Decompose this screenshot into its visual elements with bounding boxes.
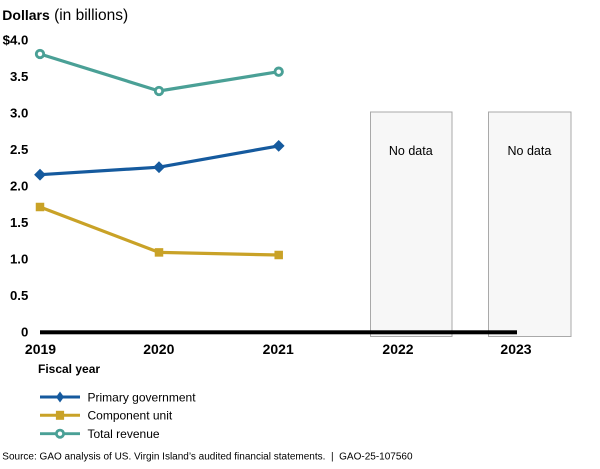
svg-text:Primary government: Primary government <box>88 390 197 404</box>
svg-text:Source: GAO analysis of US. Vi: Source: GAO analysis of US. Virgin Islan… <box>2 451 413 462</box>
svg-text:2019: 2019 <box>25 341 56 357</box>
svg-text:Total revenue: Total revenue <box>88 427 160 441</box>
svg-text:No data: No data <box>508 144 552 158</box>
svg-text:$4.0: $4.0 <box>3 32 29 47</box>
svg-text:Component unit: Component unit <box>88 409 173 423</box>
svg-text:1.0: 1.0 <box>10 251 28 266</box>
svg-text:2021: 2021 <box>263 341 294 357</box>
svg-text:2023: 2023 <box>500 341 531 357</box>
svg-text:3.0: 3.0 <box>10 105 28 120</box>
svg-text:3.5: 3.5 <box>10 69 28 84</box>
svg-text:Fiscal year: Fiscal year <box>38 362 100 376</box>
svg-text:Dollars (in billions): Dollars (in billions) <box>2 7 128 24</box>
svg-text:0.5: 0.5 <box>10 288 28 303</box>
svg-text:1.5: 1.5 <box>10 215 28 230</box>
svg-text:2020: 2020 <box>143 341 174 357</box>
svg-text:2.5: 2.5 <box>10 142 28 157</box>
svg-text:2022: 2022 <box>382 341 413 357</box>
svg-text:0: 0 <box>21 324 28 339</box>
svg-text:No data: No data <box>389 144 433 158</box>
svg-text:2.0: 2.0 <box>10 178 28 193</box>
